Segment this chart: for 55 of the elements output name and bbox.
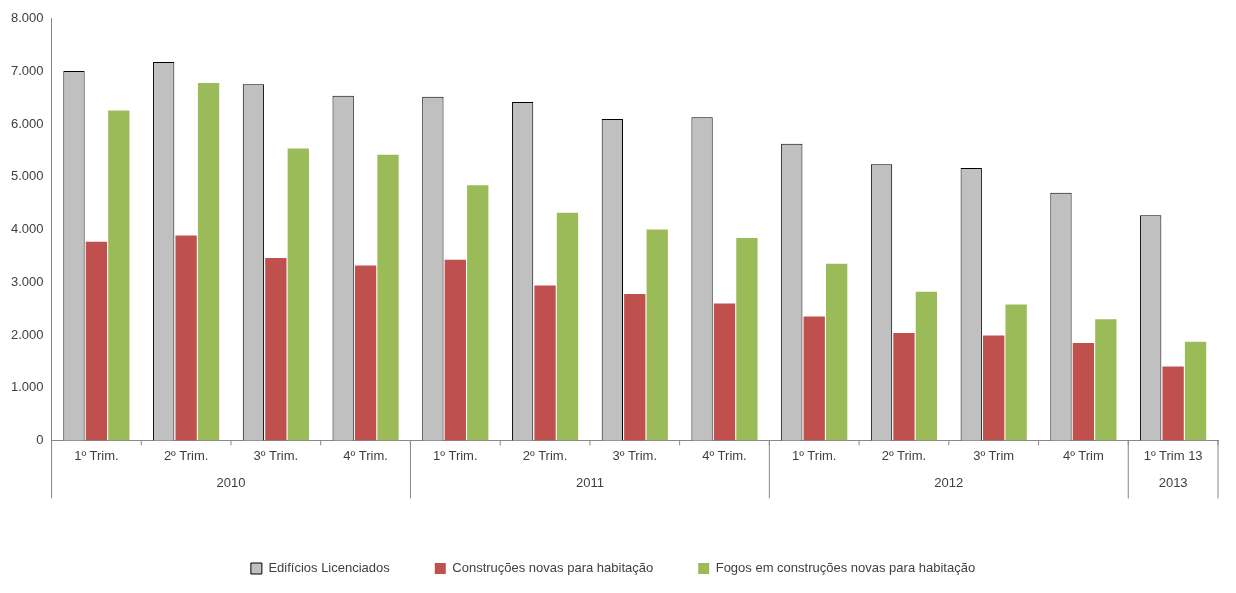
bar xyxy=(377,154,399,441)
x-tick-label: 1º Trim. xyxy=(433,447,478,463)
y-tick-label: 1.000 xyxy=(10,379,44,395)
x-tick-label: 4º Trim. xyxy=(343,447,388,463)
bar xyxy=(265,258,287,441)
legend-label: Construções novas para habitação xyxy=(452,560,654,576)
bar xyxy=(287,148,309,441)
y-tick-label: 7.000 xyxy=(10,63,44,79)
text: 2013 xyxy=(1158,474,1188,490)
bar xyxy=(556,212,579,441)
x-tick-label: 1º Trim. xyxy=(74,447,119,463)
bar xyxy=(467,185,489,441)
x-tick-label: 3º Trim. xyxy=(612,447,658,463)
x-tick-label: 4º Trim. xyxy=(702,447,747,463)
x-tick-label: 2º Trim. xyxy=(163,447,209,463)
bar xyxy=(803,316,825,441)
y-tick-label: 0 xyxy=(36,431,44,447)
bar xyxy=(1184,341,1207,441)
bar xyxy=(826,263,848,441)
x-tick-label: 4º Trim xyxy=(1062,447,1104,463)
bar xyxy=(736,238,758,441)
bar xyxy=(713,303,736,441)
bar xyxy=(444,259,466,441)
y-tick-label: 5.000 xyxy=(10,168,44,184)
text: 2011 xyxy=(575,474,604,490)
x-tick-label: 1º Trim. xyxy=(791,447,837,463)
bar xyxy=(646,229,668,441)
x-tick-label: 2º Trim. xyxy=(522,447,568,463)
bar xyxy=(1095,319,1117,441)
bar xyxy=(893,332,915,441)
bar xyxy=(85,241,108,441)
y-tick-label: 4.000 xyxy=(10,221,44,237)
bar xyxy=(354,265,377,441)
bar xyxy=(624,293,646,441)
bar xyxy=(175,235,197,441)
x-tick-label: 3º Trim xyxy=(973,447,1015,463)
bar xyxy=(108,110,130,441)
y-tick-label: 2.000 xyxy=(10,326,44,342)
text: 2010 xyxy=(216,474,246,490)
bar xyxy=(1005,304,1027,441)
bar xyxy=(534,285,556,441)
x-tick-label: 2º Trim. xyxy=(881,447,927,463)
bar xyxy=(197,83,220,441)
y-tick-label: 6.000 xyxy=(10,115,44,131)
x-tick-label: 1º Trim 13 xyxy=(1143,447,1203,463)
legend-label: Edifícios Licenciados xyxy=(268,560,391,576)
y-tick-label: 3.000 xyxy=(10,273,44,289)
y-tick-label: 8.000 xyxy=(10,10,44,26)
bar xyxy=(1162,366,1184,441)
bar xyxy=(915,291,938,441)
bar xyxy=(1072,342,1095,441)
text: 2012 xyxy=(934,474,964,490)
legend-label: Fogos em construções novas para habitação xyxy=(715,560,976,576)
x-tick-label: 3º Trim. xyxy=(253,447,299,463)
bar xyxy=(983,335,1005,441)
